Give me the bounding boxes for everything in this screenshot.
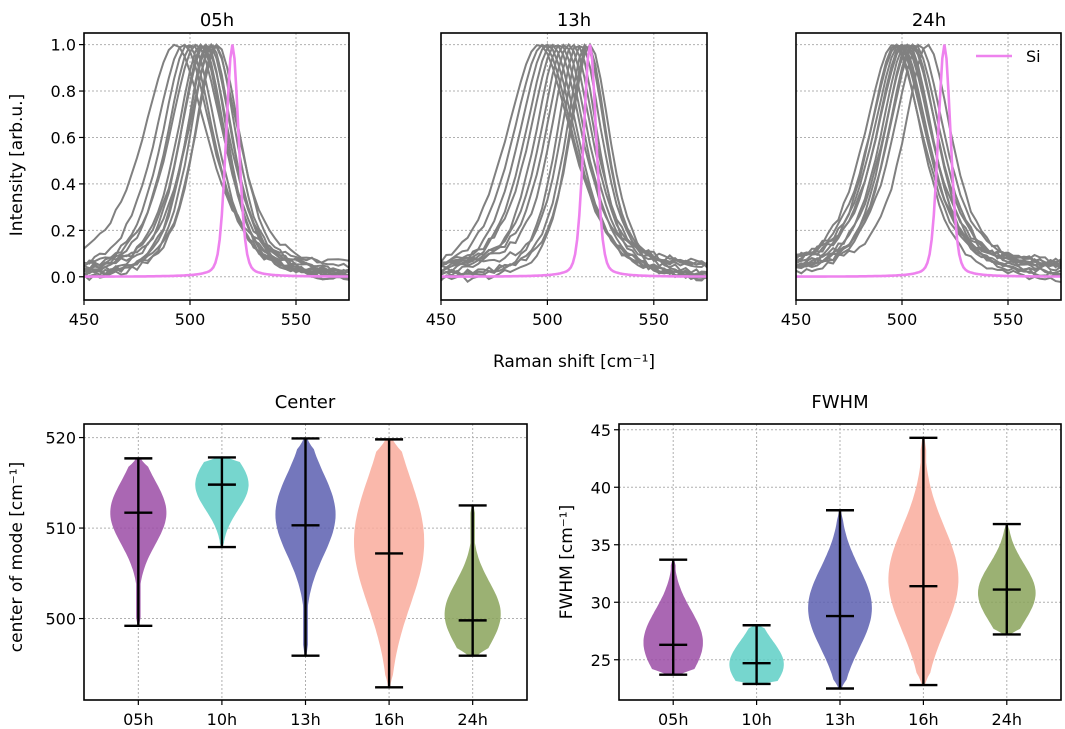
si-reference-line [84,44,349,278]
spectrum-line [84,44,349,278]
plot-area [84,42,349,282]
axes-frame [83,423,528,701]
spectrum-line [796,43,1061,279]
si-reference-line [441,44,707,278]
x-tick-label-10h: 10h [207,710,238,729]
spectrum-line [84,44,349,279]
axes-frame [83,32,350,301]
y-axis-label-intensity: Intensity [arb.u.] [7,94,27,236]
spectrum-line [796,44,1061,272]
spectrum-line [84,43,349,276]
plot-area [441,42,707,284]
y-axis-label-fwhm: FWHM [cm⁻¹] [557,505,577,619]
legend-label-si: Si [1026,47,1041,66]
x-tick-label-24h: 24h [457,710,488,729]
y-tick-label: 45 [591,421,611,440]
spectra-panel-05h: 05h Intensity [arb.u.] 450 500 550 0.0 0.2 0.… [7,10,350,329]
panel-title-center: Center [275,392,336,413]
spectrum-line [84,43,349,273]
si-reference-line [796,44,1061,278]
y-tick-label: 30 [591,593,611,612]
y-tick-label: 510 [45,519,76,538]
panel-title-fwhm: FWHM [811,392,868,413]
y-tick-label: 40 [591,478,611,497]
y-tick-label: 520 [45,429,76,448]
x-tick-label: 550 [639,310,670,329]
spectrum-line [796,43,1061,269]
y-tick-label: 0.4 [51,175,76,194]
x-tick-label: 500 [887,310,918,329]
spectrum-line [84,44,349,278]
x-tick-label: 550 [993,310,1024,329]
violin-panel-fwhm: FWHM FWHM [cm⁻¹] 05h 10h 13h 16h 24h 25 30 35 40… [557,392,1062,729]
panel-title-24h: 24h [912,10,946,31]
x-tick-label-05h: 05h [123,710,154,729]
x-tick-label: 450 [781,310,812,329]
x-tick-label-05h: 05h [658,710,689,729]
spectrum-line [796,43,1061,284]
plot-area [796,43,1061,284]
y-tick-label: 0.2 [51,221,76,240]
spectrum-line [84,43,349,275]
panel-title-13h: 13h [557,10,591,31]
spectrum-line [84,43,349,278]
spectrum-line [441,44,707,268]
x-axis-label-raman-shift: Raman shift [cm⁻¹] [493,352,655,372]
spectrum-line [84,43,349,281]
spectrum-line [84,42,349,282]
spectrum-line [441,45,707,284]
y-tick-label: 0.8 [51,82,76,101]
axes-frame [618,423,1062,701]
x-tick-label-16h: 16h [908,710,939,729]
panel-title-05h: 05h [200,10,234,31]
x-tick-label: 500 [532,310,563,329]
spectrum-line [796,44,1061,276]
legend: Si [976,47,1041,66]
y-tick-label: 35 [591,536,611,555]
x-tick-label: 500 [175,310,206,329]
spectrum-line [84,44,349,281]
x-tick-label-16h: 16h [374,710,405,729]
spectrum-line [441,44,707,269]
spectrum-line [796,43,1061,264]
violin-panel-center: Center center of mode [cm⁻¹] 05h 10h 13h 16… [7,392,528,729]
y-tick-label: 0.0 [51,268,76,287]
spectrum-line [84,43,349,278]
y-tick-label: 500 [45,610,76,629]
spectrum-line [796,43,1061,278]
x-tick-label-24h: 24h [992,710,1023,729]
y-axis-label-center: center of mode [cm⁻¹] [7,462,27,652]
x-tick-label-10h: 10h [741,710,772,729]
axes-frame [440,32,708,301]
x-tick-label-13h: 13h [290,710,321,729]
x-tick-label: 450 [69,310,100,329]
spectra-panel-13h: 13h 450 500 550 [426,10,708,329]
axes-frame [795,32,1062,301]
spectrum-line [84,42,349,276]
y-tick-label: 0.6 [51,128,76,147]
x-tick-label: 550 [281,310,312,329]
y-tick-label: 1.0 [51,36,76,55]
spectra-panel-24h: 24h 450 500 550 Si [781,10,1062,329]
x-tick-label-13h: 13h [825,710,856,729]
x-tick-label: 450 [426,310,457,329]
y-tick-label: 25 [591,651,611,670]
spectrum-line [441,43,707,277]
spectrum-line [441,42,707,277]
